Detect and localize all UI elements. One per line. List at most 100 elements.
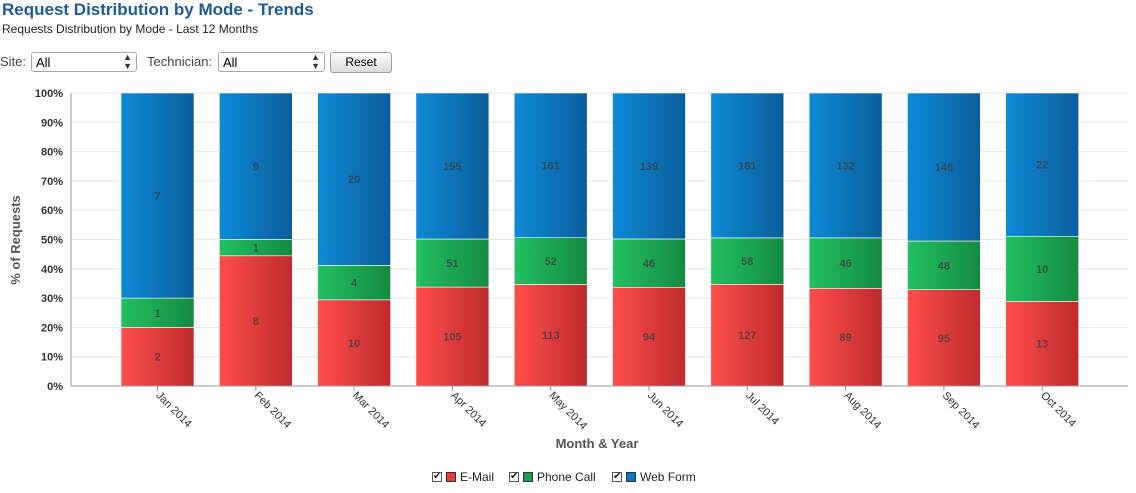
data-label: 95 bbox=[938, 333, 950, 345]
data-label: 94 bbox=[643, 332, 656, 344]
legend-swatch bbox=[446, 472, 456, 482]
data-label: 10 bbox=[1036, 264, 1048, 276]
data-label: 1 bbox=[253, 243, 259, 255]
bar-segment-web-form[interactable] bbox=[710, 92, 785, 239]
checkbox-icon[interactable]: ✔ bbox=[432, 471, 442, 482]
bar-segment-web-form[interactable] bbox=[415, 92, 490, 240]
filter-bar: Site: All ▲ ▼ Technician: All ▲ ▼ Reset bbox=[0, 52, 700, 74]
bar-segment-web-form[interactable] bbox=[1005, 92, 1080, 237]
technician-select[interactable]: All ▲ ▼ bbox=[218, 52, 325, 72]
y-tick-label: 10% bbox=[41, 352, 63, 364]
checkbox-icon[interactable]: ✔ bbox=[509, 471, 519, 482]
x-tick-label: Jan 2014 bbox=[153, 390, 193, 430]
y-tick-label: 70% bbox=[41, 176, 63, 188]
y-tick-label: 100% bbox=[35, 88, 63, 100]
bar-segment-email[interactable] bbox=[1005, 301, 1080, 387]
legend-swatch bbox=[626, 472, 636, 482]
y-tick-label: 0% bbox=[47, 381, 63, 393]
data-label: 105 bbox=[443, 332, 461, 344]
site-select[interactable]: All ▲ ▼ bbox=[31, 52, 137, 72]
legend-label: E-Mail bbox=[460, 470, 495, 484]
x-tick-label: Mar 2014 bbox=[350, 390, 391, 431]
bar-segment-phone-call[interactable] bbox=[415, 238, 490, 288]
site-label: Site: bbox=[0, 54, 27, 69]
y-tick-label: 30% bbox=[41, 293, 63, 305]
bar-segment-email[interactable] bbox=[808, 288, 883, 387]
x-tick-label: Aug 2014 bbox=[841, 390, 883, 432]
updown-arrow-icon: ▲ ▼ bbox=[311, 52, 320, 71]
y-tick-label: 90% bbox=[41, 117, 63, 129]
x-tick-label: Jul 2014 bbox=[743, 390, 781, 428]
site-select-value: All bbox=[36, 55, 51, 70]
bar-segment-email[interactable] bbox=[219, 255, 293, 387]
bar-segment-phone-call[interactable] bbox=[317, 265, 391, 301]
data-label: 9 bbox=[253, 161, 259, 173]
legend-label: Web Form bbox=[640, 470, 696, 484]
y-tick-label: 60% bbox=[41, 205, 63, 217]
data-label: 139 bbox=[640, 161, 658, 173]
bar-segment-email[interactable] bbox=[612, 286, 686, 387]
data-label: 22 bbox=[1036, 160, 1048, 172]
bar-segment-web-form[interactable] bbox=[513, 92, 588, 239]
checkbox-icon[interactable]: ✔ bbox=[612, 471, 622, 482]
bar-segment-phone-call[interactable] bbox=[513, 237, 588, 285]
bar-segment-web-form[interactable] bbox=[808, 92, 883, 239]
x-tick-label: Jun 2014 bbox=[645, 390, 685, 430]
x-tick-label: May 2014 bbox=[547, 390, 590, 433]
chart-legend: ✔ E-Mail ✔ Phone Call ✔ Web Form bbox=[0, 470, 1136, 488]
data-label: 52 bbox=[545, 256, 557, 268]
data-label: 46 bbox=[839, 258, 851, 270]
x-tick-label: Oct 2014 bbox=[1038, 390, 1078, 430]
bar-segment-web-form[interactable] bbox=[612, 92, 686, 240]
bar-segment-email[interactable] bbox=[415, 286, 490, 387]
bar-segment-web-form[interactable] bbox=[120, 92, 195, 299]
bars: 2 1 7 8 1 9 10 4 20 105 51 155 113 52 161 94 46 139 127 58 1… bbox=[120, 92, 1080, 387]
bar-segment-phone-call[interactable] bbox=[907, 240, 981, 290]
legend-swatch bbox=[523, 472, 533, 482]
data-label: 4 bbox=[351, 278, 358, 290]
bar-segment-phone-call[interactable] bbox=[612, 238, 686, 288]
x-axis-label: Month & Year bbox=[556, 436, 639, 451]
data-label: 181 bbox=[738, 160, 756, 172]
data-label: 113 bbox=[542, 330, 560, 342]
data-label: 1 bbox=[154, 308, 160, 320]
data-label: 7 bbox=[154, 191, 160, 203]
bar-segment-email[interactable] bbox=[907, 289, 981, 387]
bar-segment-web-form[interactable] bbox=[219, 92, 293, 240]
x-tick-label: Feb 2014 bbox=[252, 390, 293, 431]
data-label: 46 bbox=[643, 258, 655, 270]
data-label: 8 bbox=[253, 316, 259, 328]
updown-arrow-icon: ▲ ▼ bbox=[123, 52, 132, 71]
y-axis-label: % of Requests bbox=[8, 195, 23, 285]
bar-segment-web-form[interactable] bbox=[907, 92, 981, 242]
bar-segment-email[interactable] bbox=[317, 299, 391, 387]
reset-button[interactable]: Reset bbox=[330, 52, 392, 73]
data-label: 155 bbox=[443, 161, 461, 173]
bar-segment-phone-call[interactable] bbox=[710, 237, 785, 285]
data-label: 13 bbox=[1036, 339, 1048, 351]
data-label: 51 bbox=[446, 258, 458, 270]
x-tick-label: Apr 2014 bbox=[448, 390, 488, 430]
x-tick-label: Sep 2014 bbox=[940, 390, 982, 432]
y-tick-label: 20% bbox=[41, 322, 63, 334]
bar-segment-email[interactable] bbox=[710, 284, 785, 387]
page-title: Request Distribution by Mode - Trends bbox=[2, 0, 314, 19]
data-label: 58 bbox=[741, 256, 753, 268]
bar-segment-email[interactable] bbox=[120, 327, 195, 387]
y-tick-label: 40% bbox=[41, 264, 63, 276]
bar-segment-phone-call[interactable] bbox=[120, 297, 195, 328]
technician-select-value: All bbox=[223, 55, 238, 70]
data-label: 161 bbox=[542, 160, 560, 172]
page-subtitle: Requests Distribution by Mode - Last 12 … bbox=[2, 22, 259, 36]
data-label: 89 bbox=[839, 332, 851, 344]
data-label: 127 bbox=[738, 330, 756, 342]
bar-segment-web-form[interactable] bbox=[317, 92, 391, 266]
bar-segment-phone-call[interactable] bbox=[1005, 235, 1080, 302]
data-label: 146 bbox=[935, 162, 953, 174]
data-label: 2 bbox=[154, 352, 160, 364]
bar-segment-phone-call[interactable] bbox=[808, 237, 883, 289]
y-tick-label: 50% bbox=[41, 235, 63, 247]
bar-segment-email[interactable] bbox=[513, 284, 588, 387]
y-tick-label: 80% bbox=[41, 147, 63, 159]
